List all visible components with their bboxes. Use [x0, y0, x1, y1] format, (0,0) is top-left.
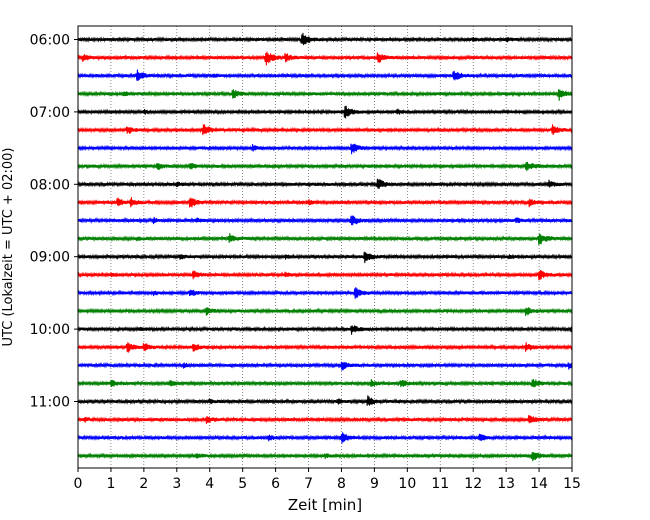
y-tick-label: 08:00	[30, 177, 70, 193]
trace-0730	[77, 143, 573, 155]
x-tick-label: 0	[74, 476, 83, 492]
trace-1000	[77, 325, 573, 335]
x-tick-label: 11	[431, 476, 449, 492]
trace-0700	[77, 105, 573, 119]
trace-0815	[77, 197, 573, 208]
trace-1030	[77, 361, 573, 371]
x-tick-label: 9	[370, 476, 379, 492]
x-tick-label: 4	[205, 476, 214, 492]
x-tick-label: 14	[530, 476, 548, 492]
trace-0900	[77, 251, 573, 264]
trace-0915	[77, 269, 573, 281]
trace-0745	[77, 161, 573, 172]
trace-1115	[77, 415, 573, 424]
y-tick-label: 07:00	[30, 105, 70, 121]
x-tick-label: 3	[172, 476, 181, 492]
x-tick-label: 1	[106, 476, 115, 492]
x-tick-label: 7	[304, 476, 313, 492]
trace-0630	[77, 69, 573, 81]
trace-0800	[77, 178, 573, 189]
trace-0845	[77, 233, 573, 245]
trace-0830	[77, 215, 573, 226]
y-axis-label: UTC (Lokalzeit = UTC + 02:00)	[1, 148, 16, 347]
x-axis-ticks: 0 1 2 3 4 5 6 7 8 9 10 11 12 13 14 15	[74, 468, 581, 492]
trace-0715	[77, 124, 573, 136]
x-tick-label: 6	[271, 476, 280, 492]
x-tick-label: 15	[563, 476, 581, 492]
seismic-traces	[77, 32, 573, 462]
x-tick-label: 8	[337, 476, 346, 492]
y-tick-label: 06:00	[30, 33, 70, 49]
trace-0600	[77, 32, 573, 46]
trace-0945	[77, 307, 573, 316]
trace-0615	[77, 51, 573, 66]
x-tick-label: 10	[398, 476, 416, 492]
y-tick-label: 09:00	[30, 250, 70, 266]
x-tick-label: 2	[139, 476, 148, 492]
y-axis-ticks: 06:00 07:00 08:00 09:00 10:00 11:00	[30, 33, 78, 411]
x-tick-label: 12	[464, 476, 482, 492]
y-tick-label: 10:00	[30, 322, 70, 338]
y-tick-label: 11:00	[30, 395, 70, 411]
trace-1045	[77, 378, 573, 388]
x-axis-label: Zeit [min]	[288, 496, 362, 514]
plot-frame	[77, 25, 573, 469]
x-tick-label: 13	[497, 476, 515, 492]
trace-1130	[77, 432, 573, 444]
trace-0930	[77, 287, 573, 299]
trace-0645	[77, 89, 573, 101]
trace-1145	[77, 452, 573, 462]
x-tick-label: 5	[238, 476, 247, 492]
trace-1100	[77, 395, 573, 406]
trace-1015	[77, 342, 573, 353]
